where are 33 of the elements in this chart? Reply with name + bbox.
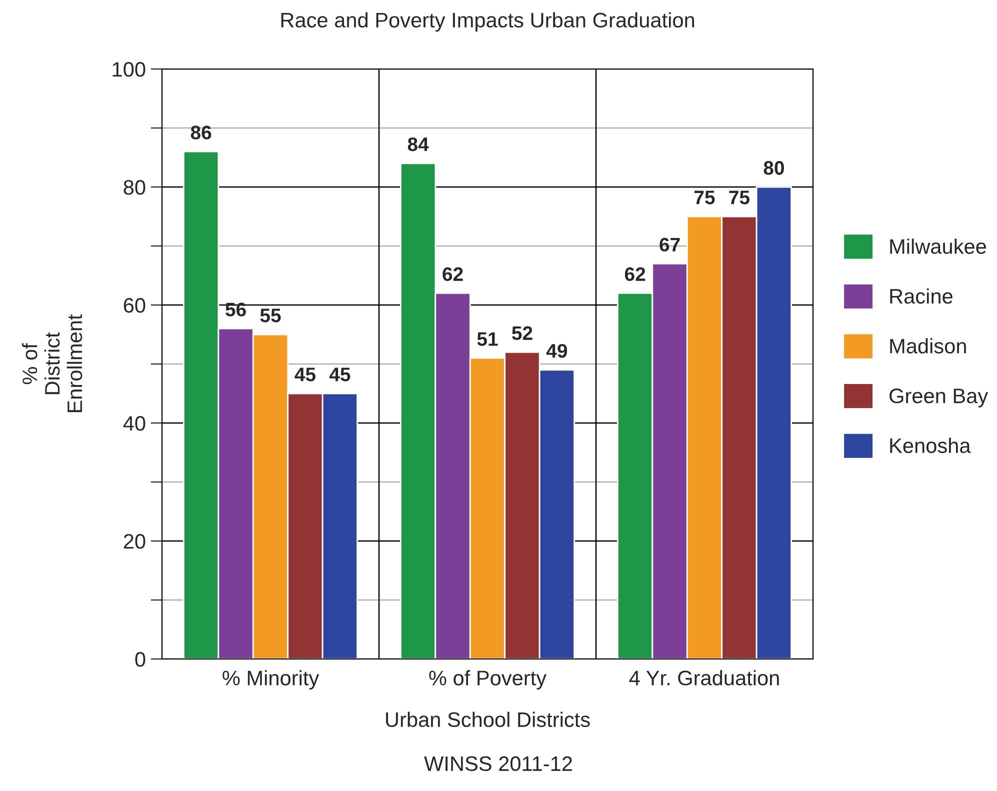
data-label: 62: [442, 267, 463, 282]
data-label: 52: [512, 326, 532, 340]
data-label: 80: [764, 161, 784, 175]
y-axis-title: % of District Enrollment: [22, 314, 82, 412]
x-tick-label: % of Poverty: [429, 670, 547, 690]
y-tick-label: 100: [112, 62, 146, 77]
data-label: 55: [260, 308, 281, 322]
data-label: 84: [408, 137, 429, 152]
data-label: 75: [694, 190, 715, 204]
data-label: 67: [660, 238, 680, 252]
data-label: 51: [477, 332, 498, 346]
x-axis-title: Urban School Districts: [386, 712, 590, 728]
data-label: 75: [729, 190, 750, 204]
x-tick-label: 4 Yr. Graduation: [629, 670, 779, 686]
data-label: 86: [190, 126, 212, 140]
y-tick-label: 60: [124, 298, 146, 313]
data-label: 62: [624, 267, 646, 282]
data-label: 56: [226, 302, 246, 316]
y-tick-label: 0: [135, 652, 146, 667]
x-tick-label: % Minority: [222, 670, 320, 690]
data-label: 45: [294, 368, 316, 382]
legend-label: Kenosha: [890, 438, 971, 454]
data-label: 49: [546, 344, 568, 358]
legend-label: Green Bay: [890, 388, 988, 408]
y-tick-label: 40: [123, 416, 146, 431]
data-label: 45: [329, 368, 350, 382]
y-tick-label: 80: [124, 180, 146, 195]
legend-label: Milwaukee: [890, 238, 986, 254]
legend-label: Racine: [890, 288, 952, 304]
text: WINSS 2011-12: [424, 756, 572, 772]
legend-label: Madison: [890, 338, 966, 354]
chart-title: Race and Poverty Impacts Urban Graduation: [281, 12, 694, 32]
y-tick-label: 20: [124, 534, 146, 549]
